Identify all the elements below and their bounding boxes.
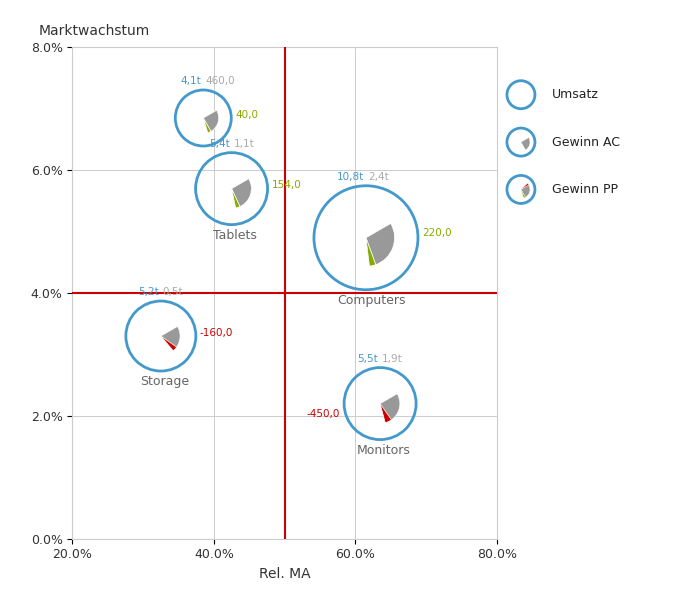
Wedge shape xyxy=(232,189,240,208)
Text: 5,4t: 5,4t xyxy=(209,139,230,149)
Text: Monitors: Monitors xyxy=(357,443,411,456)
Text: 1,9t: 1,9t xyxy=(382,353,403,363)
Text: 220,0: 220,0 xyxy=(422,227,451,237)
Text: 4,1t: 4,1t xyxy=(181,76,201,86)
Wedge shape xyxy=(380,404,391,423)
Wedge shape xyxy=(204,110,219,131)
Text: 5,5t: 5,5t xyxy=(357,353,378,363)
Wedge shape xyxy=(521,137,530,150)
Text: 40,0: 40,0 xyxy=(235,110,258,120)
Text: -450,0: -450,0 xyxy=(307,410,340,419)
Text: Umsatz: Umsatz xyxy=(552,88,599,101)
Text: 1,1t: 1,1t xyxy=(234,139,255,149)
Wedge shape xyxy=(232,179,251,207)
Text: 154,0: 154,0 xyxy=(272,180,302,190)
Text: Storage: Storage xyxy=(140,375,189,388)
Text: Tablets: Tablets xyxy=(213,229,257,242)
X-axis label: Rel. MA: Rel. MA xyxy=(259,567,310,581)
Wedge shape xyxy=(521,189,526,198)
Wedge shape xyxy=(521,184,529,189)
Wedge shape xyxy=(161,336,177,351)
Wedge shape xyxy=(204,118,211,133)
Text: Marktwachstum: Marktwachstum xyxy=(39,24,150,37)
Wedge shape xyxy=(521,185,530,197)
Text: 10,8t: 10,8t xyxy=(337,172,364,182)
Text: 2,4t: 2,4t xyxy=(368,172,388,182)
Wedge shape xyxy=(380,394,400,423)
Wedge shape xyxy=(366,223,395,265)
Text: Gewinn PP: Gewinn PP xyxy=(552,183,618,196)
Text: 460,0: 460,0 xyxy=(206,76,235,86)
Text: Gewinn AC: Gewinn AC xyxy=(552,136,620,149)
Text: 5,2t: 5,2t xyxy=(138,287,159,297)
Text: 0,5t: 0,5t xyxy=(163,287,184,297)
Text: Computers: Computers xyxy=(337,294,406,307)
Text: -160,0: -160,0 xyxy=(200,327,233,337)
Wedge shape xyxy=(161,326,180,351)
Wedge shape xyxy=(366,238,376,266)
